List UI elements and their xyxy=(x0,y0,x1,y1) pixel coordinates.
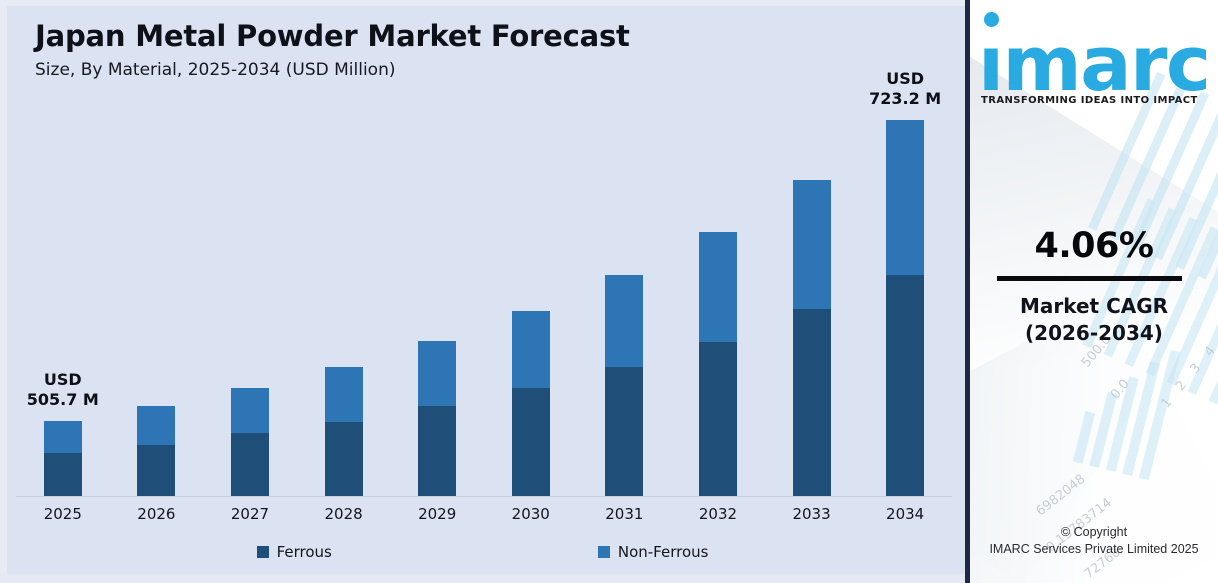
bar-slot-2027 xyxy=(203,66,297,496)
segment-ferrous xyxy=(324,422,363,496)
segment-ferrous xyxy=(605,367,644,496)
stacked-bar-2025 xyxy=(43,421,82,496)
x-axis-label-2028: 2028 xyxy=(324,505,363,523)
chart-panel: Japan Metal Powder Market Forecast Size,… xyxy=(0,0,965,583)
x-axis-label-2025: 2025 xyxy=(43,505,82,523)
panel-edge-left xyxy=(0,0,7,583)
segment-ferrous xyxy=(43,453,82,496)
sidebar-divider-strip xyxy=(965,0,970,583)
x-axis-label-2027: 2027 xyxy=(230,505,270,523)
bar-slot-2030 xyxy=(484,66,578,496)
bar-slot-2032 xyxy=(671,66,765,496)
stacked-bar-2033 xyxy=(792,180,831,496)
segment-ferrous xyxy=(698,342,737,496)
legend-label: Ferrous xyxy=(276,543,332,561)
bar-data-label-2025: USD 505.7 M xyxy=(26,370,99,409)
copyright-line1: © Copyright xyxy=(1060,525,1128,539)
copyright-line2: IMARC Services Private Limited 2025 xyxy=(989,541,1199,556)
segment-non-ferrous xyxy=(886,120,925,275)
cagr-value: 4.06% xyxy=(1034,226,1154,266)
stacked-bar-2026 xyxy=(137,406,176,496)
stacked-bar-2034 xyxy=(886,120,925,496)
imarc-tagline: TRANSFORMING IDEAS INTO IMPACT xyxy=(981,95,1198,106)
imarc-logo: ımarc xyxy=(978,19,1211,108)
stacked-bar-2027 xyxy=(230,388,269,496)
x-axis-label-2032: 2032 xyxy=(698,505,738,523)
segment-non-ferrous xyxy=(698,232,737,342)
chart-legend: Ferrous Non-Ferrous xyxy=(0,543,965,561)
stacked-bar-2028 xyxy=(324,367,363,496)
plot-bars: USD 505.7 M USD 723.2 M xyxy=(16,66,952,496)
x-axis-label-2031: 2031 xyxy=(605,505,644,523)
segment-ferrous xyxy=(137,445,176,496)
stacked-bar-2029 xyxy=(418,341,457,496)
panel-edge-bottom xyxy=(0,574,965,583)
legend-swatch-icon xyxy=(256,546,269,558)
chart-subtitle: Size, By Material, 2025-2034 (USD Millio… xyxy=(35,60,396,80)
panel-edge-top xyxy=(0,0,965,6)
stacked-bar-2031 xyxy=(605,275,644,496)
bar-slot-2028 xyxy=(297,66,391,496)
x-axis-label-2034: 2034 xyxy=(886,505,925,523)
watermark-number: 6982048 xyxy=(1033,471,1089,520)
chart-title: Japan Metal Powder Market Forecast xyxy=(35,19,630,53)
segment-ferrous xyxy=(511,388,550,496)
stacked-bar-2030 xyxy=(511,311,550,496)
cagr-period: (2026-2034) xyxy=(1025,321,1163,345)
bar-data-label-2034: USD 723.2 M xyxy=(869,69,942,108)
legend-item-non-ferrous: Non-Ferrous xyxy=(597,543,709,561)
segment-non-ferrous xyxy=(605,275,644,367)
cagr-underline xyxy=(997,276,1182,281)
stacked-bar-2032 xyxy=(698,232,737,496)
segment-ferrous xyxy=(886,275,925,496)
segment-non-ferrous xyxy=(418,341,457,406)
segment-non-ferrous xyxy=(230,388,269,433)
legend-item-ferrous: Ferrous xyxy=(256,543,332,561)
segment-non-ferrous xyxy=(324,367,363,422)
bar-slot-2025: USD 505.7 M xyxy=(16,66,110,496)
legend-label: Non-Ferrous xyxy=(617,543,709,561)
segment-ferrous xyxy=(792,309,831,496)
copyright: © Copyright IMARC Services Private Limit… xyxy=(970,524,1218,558)
bar-slot-2034: USD 723.2 M xyxy=(858,66,952,496)
legend-swatch-icon xyxy=(597,546,610,558)
x-axis-label-2026: 2026 xyxy=(137,505,176,523)
x-axis-label-2029: 2029 xyxy=(418,505,457,523)
segment-non-ferrous xyxy=(511,311,550,388)
bar-slot-2026 xyxy=(110,66,204,496)
imarc-logo-dot-icon xyxy=(984,12,999,27)
x-axis-label-2030: 2030 xyxy=(511,505,550,523)
segment-ferrous xyxy=(230,433,269,496)
bar-slot-2031 xyxy=(578,66,672,496)
cagr-label: Market CAGR xyxy=(1019,294,1169,318)
sidebar: 500.0 0.0 1 2 3 4 6982048 0.13783714 727… xyxy=(970,0,1218,583)
segment-non-ferrous xyxy=(137,406,176,445)
x-axis: 2025 2026 2027 2028 2029 2030 2031 2032 2033 2034 xyxy=(16,496,952,523)
segment-non-ferrous xyxy=(43,421,82,453)
x-axis-label-2033: 2033 xyxy=(792,505,831,523)
segment-non-ferrous xyxy=(792,180,831,309)
bar-slot-2029 xyxy=(390,66,484,496)
segment-ferrous xyxy=(418,406,457,496)
bar-slot-2033 xyxy=(765,66,859,496)
